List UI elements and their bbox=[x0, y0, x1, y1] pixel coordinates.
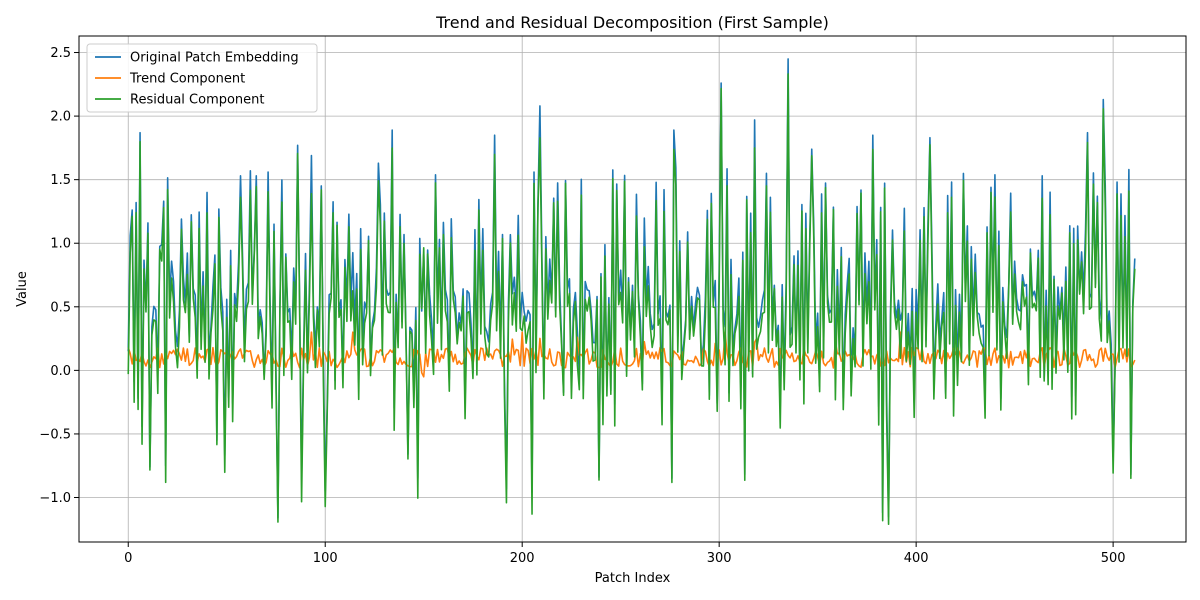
legend-entry: Residual Component bbox=[130, 93, 265, 108]
chart-title: Trend and Residual Decomposition (First … bbox=[435, 13, 829, 32]
x-axis-label: Patch Index bbox=[595, 571, 671, 586]
legend: Original Patch Embedding Trend Component R… bbox=[86, 43, 318, 113]
y-tick-label: 0.5 bbox=[50, 300, 71, 315]
grid bbox=[79, 36, 1186, 542]
x-axis: 0 100 200 300 400 500 bbox=[124, 542, 1126, 566]
y-tick-label: 2.5 bbox=[50, 46, 71, 61]
legend-entry: Original Patch Embedding bbox=[130, 51, 299, 66]
legend-box bbox=[86, 43, 318, 113]
y-tick-label: −0.5 bbox=[39, 427, 71, 442]
x-tick-label: 200 bbox=[510, 551, 535, 566]
y-axis-label: Value bbox=[15, 271, 30, 307]
x-tick-label: 100 bbox=[313, 551, 338, 566]
legend-entry: Trend Component bbox=[129, 72, 245, 87]
x-tick-label: 500 bbox=[1101, 551, 1126, 566]
x-tick-label: 400 bbox=[904, 551, 929, 566]
series-trend-component bbox=[127, 331, 1136, 378]
y-tick-label: 1.5 bbox=[50, 173, 71, 188]
y-tick-label: −1.0 bbox=[39, 491, 71, 506]
x-tick-label: 300 bbox=[707, 551, 732, 566]
plot-lines bbox=[127, 58, 1136, 526]
y-tick-label: 0.0 bbox=[50, 364, 71, 379]
x-tick-label: 0 bbox=[124, 551, 132, 566]
plot-frame bbox=[78, 35, 1187, 543]
y-tick-label: 2.0 bbox=[50, 110, 71, 125]
series-residual-component bbox=[127, 73, 1136, 526]
y-tick-label: 1.0 bbox=[50, 237, 71, 252]
y-axis: −1.0 −0.5 0.0 0.5 1.0 1.5 2.0 2.5 bbox=[39, 46, 79, 506]
